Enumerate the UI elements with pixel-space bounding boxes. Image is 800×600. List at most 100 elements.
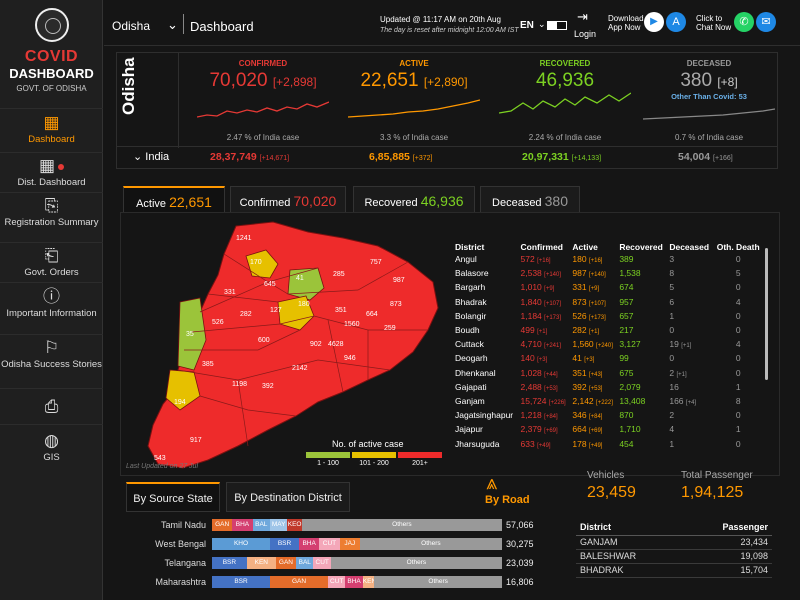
- table-row[interactable]: Bargarh 1,010 [+9] 331 [+9] 674 5 0: [453, 280, 763, 294]
- district-value-label: 1241: [236, 235, 252, 242]
- passenger-table: District Passenger GANJAM 23,434 BALESHWAR…: [576, 519, 772, 578]
- google-play-icon[interactable]: ▶: [644, 12, 664, 32]
- bar-segment[interactable]: KEO: [287, 519, 302, 531]
- bar-segment[interactable]: BAL: [252, 519, 270, 531]
- district-boudh-area[interactable]: [277, 295, 315, 331]
- tab-active[interactable]: Active 22,651: [123, 186, 225, 212]
- bar-segment[interactable]: Others: [359, 538, 502, 550]
- col-other-death[interactable]: Oth. Death: [716, 242, 760, 252]
- sidebar-item-clipboard[interactable]: ⎙: [0, 388, 103, 424]
- sidebar-item-dashboard[interactable]: ▦ Dashboard: [0, 108, 103, 152]
- state-bar-row[interactable]: Tamil Nadu GAN BHA BAL MAY KEO Others 57,066: [126, 518, 566, 532]
- table-row[interactable]: Jharsuguda 633 [+49] 178 [+49] 454 1 0: [453, 436, 763, 450]
- table-row[interactable]: GANJAM 23,434: [576, 535, 772, 550]
- tab-confirmed[interactable]: Confirmed 70,020: [230, 186, 346, 212]
- odisha-district-map[interactable]: 1241 170 41 645 757 285 987 331 180 873 127 282 351 6…: [128, 220, 448, 470]
- chevron-down-icon[interactable]: ⌄: [538, 19, 546, 29]
- table-row[interactable]: Jagatsinghapur 1,218 [+84] 346 [+84] 870 2 0: [453, 408, 763, 422]
- col-district[interactable]: District: [576, 519, 683, 536]
- col-passenger[interactable]: Passenger: [682, 519, 772, 536]
- state-bar-row[interactable]: Maharashtra BSR GAN CUT BHA KEN Others 16,806: [126, 575, 566, 589]
- district-value-label: 351: [335, 307, 347, 314]
- district-value-label: 757: [370, 259, 382, 266]
- notification-dot: [58, 163, 65, 170]
- state-bar-row[interactable]: Telangana BSR KEN GAN BAL CUT Others 23,039: [126, 556, 566, 570]
- legend-title: No. of active case: [332, 439, 404, 449]
- col-active[interactable]: Active: [572, 242, 598, 252]
- district-table-header: District Confirmed Active Recovered Dece…: [453, 226, 763, 252]
- table-row[interactable]: Balasore 2,538 [+140] 987 [+140] 1,538 8 5: [453, 266, 763, 280]
- sidebar-item-registration-summary[interactable]: ⎘ Registration Summary: [0, 192, 103, 242]
- bar-segment[interactable]: CUT: [319, 538, 340, 550]
- bar-segment[interactable]: JAJ: [339, 538, 360, 550]
- district-value-label: 1560: [344, 321, 360, 328]
- tab-deceased[interactable]: Deceased 380: [480, 186, 580, 212]
- state-total: 16,806: [506, 577, 534, 587]
- table-row[interactable]: Deogarh 140 [+3] 41 [+3] 99 0 0: [453, 351, 763, 365]
- bar-segment[interactable]: GAN: [212, 519, 233, 531]
- tab-by-destination-district[interactable]: By Destination District: [226, 482, 350, 512]
- recovered-cell: 3,127: [619, 339, 641, 350]
- chevron-down-icon[interactable]: ⌄: [167, 17, 178, 32]
- language-select[interactable]: EN: [520, 20, 534, 31]
- table-scrollbar[interactable]: [765, 248, 768, 380]
- bar-segment[interactable]: CUT: [328, 576, 346, 588]
- sidebar-item-dist-dashboard[interactable]: ▦ Dist. Dashboard: [0, 152, 103, 192]
- state-bar-row[interactable]: West Bengal KHO BSR BHA CUT JAJ Others 30,275: [126, 537, 566, 551]
- bar-segment[interactable]: BAL: [296, 557, 314, 569]
- sidebar-item-govt-orders[interactable]: ⎗ Govt. Orders: [0, 242, 103, 282]
- col-deceased[interactable]: Deceased: [669, 242, 710, 252]
- district-name: Bargarh: [455, 282, 486, 293]
- bar-segment[interactable]: BHA: [299, 538, 320, 550]
- district-value-label: 35: [186, 331, 194, 338]
- state-select[interactable]: Odisha: [112, 19, 151, 33]
- recovered-cell: 957: [619, 296, 634, 307]
- tab-recovered[interactable]: Recovered 46,936: [353, 186, 475, 212]
- bar-segment[interactable]: BHA: [232, 519, 253, 531]
- table-row[interactable]: Jajapur 2,379 [+69] 664 [+69] 1,710 4 1: [453, 422, 763, 436]
- sidebar-item-success-stories[interactable]: ⚐ Odisha Success Stories: [0, 334, 103, 388]
- messenger-icon[interactable]: ✉: [756, 12, 776, 32]
- bar-segment[interactable]: KEN: [362, 576, 375, 588]
- bar-segment[interactable]: Others: [330, 557, 502, 569]
- login-icon[interactable]: ⇥: [577, 9, 588, 24]
- district-sundargarh-area[interactable]: [245, 249, 279, 279]
- confirmed-cell: 1,010 [+9]: [520, 282, 555, 293]
- whatsapp-icon[interactable]: ✆: [734, 12, 754, 32]
- bar-segment[interactable]: Others: [301, 519, 502, 531]
- table-row[interactable]: Boudh 499 [+1] 282 [+1] 217 0 0: [453, 323, 763, 337]
- bar-segment[interactable]: BHA: [345, 576, 363, 588]
- district-nuapada-area[interactable]: [177, 297, 207, 371]
- col-confirmed[interactable]: Confirmed: [520, 242, 564, 252]
- bar-segment[interactable]: KHO: [212, 538, 270, 550]
- sidebar-item-important-information[interactable]: ⓘ Important Information: [0, 282, 103, 334]
- confirmed-cell: 633 [+49]: [520, 438, 551, 449]
- bar-segment[interactable]: KEN: [246, 557, 276, 569]
- table-row[interactable]: Bolangir 1,184 [+173] 526 [+173] 657 1 0: [453, 309, 763, 323]
- col-recovered[interactable]: Recovered: [619, 242, 663, 252]
- bar-segment[interactable]: GAN: [270, 576, 328, 588]
- bar-segment[interactable]: BSR: [212, 557, 247, 569]
- table-row[interactable]: Angul 572 [+16] 180 [+16] 389 3 0: [453, 252, 763, 266]
- table-row[interactable]: Ganjam 15,724 [+226] 2,142 [+222] 13,408 166…: [453, 394, 763, 408]
- table-row[interactable]: Dhenkanal 1,028 [+44] 351 [+43] 675 2 [+1] 0: [453, 366, 763, 380]
- bar-segment[interactable]: MAY: [269, 519, 288, 531]
- district-deogarh[interactable]: [287, 267, 325, 301]
- sidebar-item-gis[interactable]: ◍ GIS: [0, 424, 103, 470]
- bar-segment[interactable]: BSR: [212, 576, 270, 588]
- app-store-icon[interactable]: A: [666, 12, 686, 32]
- col-district[interactable]: District: [455, 242, 485, 252]
- theme-toggle[interactable]: [547, 21, 567, 30]
- table-row[interactable]: BALESHWAR 19,098: [576, 549, 772, 564]
- bar-segment[interactable]: CUT: [313, 557, 331, 569]
- tab-by-source-state[interactable]: By Source State: [126, 482, 220, 512]
- table-row[interactable]: Cuttack 4,710 [+241] 1,560 [+240] 3,127 19 […: [453, 337, 763, 351]
- login-link[interactable]: Login: [574, 29, 597, 39]
- table-row[interactable]: BHADRAK 15,704: [576, 563, 772, 578]
- table-row[interactable]: Gajapati 2,488 [+53] 392 [+53] 2,079 16 1: [453, 380, 763, 394]
- table-row[interactable]: Bhadrak 1,840 [+107] 873 [+107] 957 6 4: [453, 295, 763, 309]
- bar-segment[interactable]: BSR: [270, 538, 299, 550]
- india-toggle[interactable]: ⌄ India: [133, 150, 169, 163]
- bar-segment[interactable]: Others: [374, 576, 502, 588]
- bar-segment[interactable]: GAN: [275, 557, 297, 569]
